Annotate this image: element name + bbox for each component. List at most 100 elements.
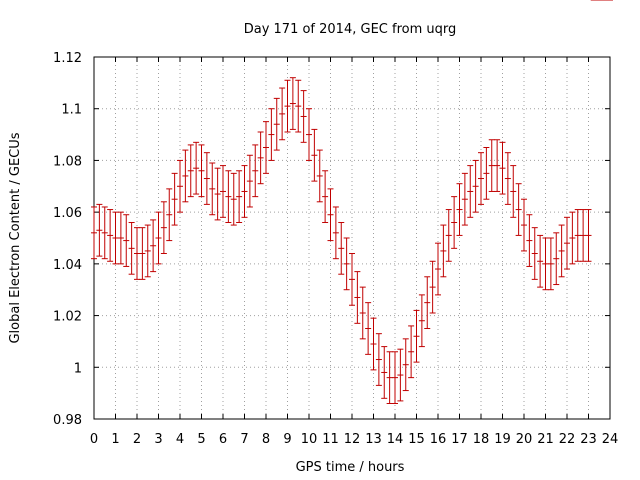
error-bar-point	[332, 206, 339, 260]
x-tick-label: 9	[283, 432, 291, 447]
error-bar-point	[483, 147, 490, 200]
x-tick-label: 12	[344, 432, 361, 447]
error-bar-point	[547, 237, 554, 291]
x-tick-label: 17	[451, 432, 468, 447]
x-tick-label: 7	[240, 432, 248, 447]
x-tick-label: 18	[473, 432, 490, 447]
y-tick-labels: 0.98 1 1.02 1.04 1.06 1.08 1.1 1.12	[53, 51, 82, 428]
y-tick-label: 1	[74, 361, 82, 376]
error-bar-point	[311, 128, 318, 182]
x-axis-label: GPS time / hours	[296, 460, 405, 475]
error-bar-point	[494, 139, 501, 192]
grid-lines	[94, 57, 610, 419]
error-bar-point	[289, 77, 296, 130]
error-bar-point	[397, 348, 404, 402]
error-bar-point	[193, 141, 200, 195]
error-bar-point	[160, 201, 167, 255]
y-tick-label: 1.04	[53, 258, 82, 273]
error-bar-point	[585, 209, 592, 262]
error-bar-point	[101, 206, 108, 260]
x-tick-labels: 0 1 2 3 4 5 6 7 8 9 10 11 12 13 14 15 16 17 18 19 20 21 22 23 24	[90, 432, 618, 447]
error-bar-point	[316, 149, 323, 203]
error-bar-point	[300, 90, 307, 143]
error-bar-point	[123, 214, 130, 267]
x-tick-label: 24	[602, 432, 619, 447]
error-bar-point	[295, 79, 302, 133]
error-bar-point	[553, 232, 560, 286]
error-bar-point	[144, 224, 151, 278]
error-bar-point	[526, 214, 533, 267]
error-bar-point	[134, 227, 140, 280]
x-tick-label: 22	[559, 432, 576, 447]
axis-ticks	[93, 56, 611, 420]
y-tick-label: 1.08	[53, 154, 82, 169]
error-bar-point	[504, 152, 511, 205]
y-axis-label: Global Electron Content / GECUs	[8, 132, 23, 343]
error-bar-point	[117, 211, 124, 265]
error-bar-point	[338, 221, 345, 275]
error-bar-point	[574, 209, 581, 262]
error-bar-point	[91, 206, 97, 260]
error-bar-point	[150, 219, 157, 273]
error-bar-point	[155, 211, 162, 265]
error-bar-point	[461, 172, 468, 226]
error-bar-point	[171, 172, 178, 226]
error-bar-point	[112, 211, 119, 265]
x-tick-label: 13	[365, 432, 382, 447]
chart-title: Day 171 of 2014, GEC from uqrg	[244, 22, 457, 37]
error-bar-point	[203, 152, 210, 205]
error-bar-point	[230, 172, 237, 226]
x-tick-label: 2	[133, 432, 141, 447]
error-bar-point	[558, 224, 565, 278]
error-bar-point	[343, 237, 350, 291]
error-bar-point	[365, 302, 372, 355]
x-tick-label: 4	[176, 432, 184, 447]
error-bar-point	[284, 79, 291, 133]
error-bar-point	[435, 242, 441, 296]
x-tick-label: 6	[219, 432, 227, 447]
error-bar-point	[515, 183, 522, 236]
error-bar-point	[139, 227, 146, 280]
error-bar-point	[499, 141, 506, 195]
x-tick-label: 5	[197, 432, 205, 447]
error-bar-point	[273, 97, 280, 151]
x-tick-label: 20	[516, 432, 533, 447]
x-tick-label: 16	[430, 432, 447, 447]
error-bar-point	[177, 159, 183, 213]
y-tick-label: 1.12	[53, 51, 82, 66]
error-bar-point	[537, 234, 544, 288]
x-tick-label: 8	[262, 432, 270, 447]
error-bar-point	[182, 149, 189, 203]
error-bar-point	[128, 221, 135, 275]
error-bar-point	[429, 260, 436, 314]
error-bar-point	[440, 224, 447, 278]
error-bar-point	[252, 144, 259, 198]
error-bar-point	[542, 237, 549, 291]
error-bar-point	[214, 167, 221, 221]
error-bar-point	[279, 87, 286, 141]
error-bar-point	[187, 144, 194, 198]
error-bar-point	[569, 211, 576, 265]
error-bar-point	[402, 338, 409, 392]
error-bar-point	[220, 165, 226, 218]
error-bar-point	[488, 139, 495, 192]
error-bar-point	[349, 253, 355, 306]
error-bar-point	[354, 271, 361, 324]
x-tick-label: 23	[580, 432, 597, 447]
error-bar-point	[418, 294, 425, 348]
error-bar-point	[209, 162, 216, 216]
error-bar-point	[370, 317, 377, 371]
x-tick-label: 0	[90, 432, 98, 447]
error-bar-point	[424, 276, 431, 329]
error-bar-point	[472, 159, 479, 213]
error-bar-point	[375, 333, 382, 386]
error-bar-point	[241, 165, 248, 218]
x-tick-label: 11	[322, 432, 339, 447]
x-tick-label: 14	[387, 432, 404, 447]
error-bar-point	[166, 188, 173, 242]
error-bar-point	[322, 170, 329, 223]
x-tick-label: 21	[537, 432, 554, 447]
error-bar-point	[96, 203, 103, 257]
error-bar-point	[327, 188, 334, 242]
error-bar-point	[467, 165, 474, 218]
